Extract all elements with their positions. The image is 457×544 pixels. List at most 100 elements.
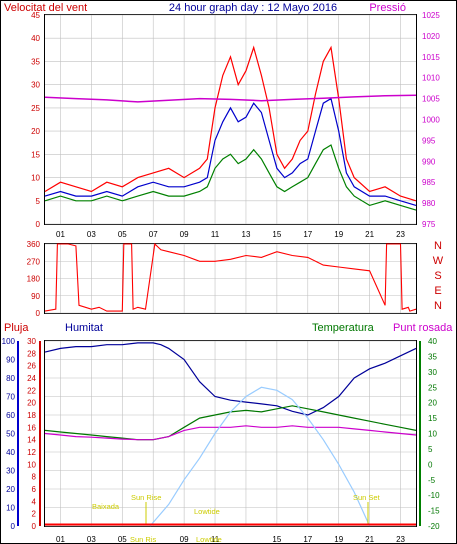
x-tick-wind-15: 15: [272, 230, 281, 239]
x-tick-hum-23: 23: [396, 535, 405, 544]
y-tick-pressure-985: 985: [422, 178, 436, 187]
annotation-lowtide-axis: Lowtide: [196, 535, 222, 544]
y-tick-temp-5: 5: [428, 445, 433, 454]
grid-layer: [45, 14, 416, 527]
y-tick-pressure-1005: 1005: [422, 95, 440, 104]
series-layer: [44, 45, 417, 527]
x-tick-wind-03: 03: [87, 230, 96, 239]
wind-panel-frame: [44, 14, 417, 225]
x-tick-hum-05: 05: [118, 535, 127, 544]
wind-series-0: [44, 45, 417, 202]
compass-label-1: W: [433, 255, 444, 267]
y-tick-temp-40: 40: [428, 337, 437, 346]
y-tick-hum-90: 90: [6, 356, 15, 365]
y-tick-rain-28: 28: [27, 349, 36, 358]
x-tick-wind-13: 13: [242, 230, 251, 239]
wind-series-3: [44, 94, 417, 103]
x-tick-wind-17: 17: [303, 230, 312, 239]
y-tick-pressure-1015: 1015: [422, 53, 440, 62]
wind-series-1: [44, 97, 417, 206]
y-tick-pressure-1010: 1010: [422, 74, 440, 83]
y-tick-rain-24: 24: [27, 374, 36, 383]
x-tick-wind-23: 23: [396, 230, 405, 239]
y-tick-temp-35: 35: [428, 352, 437, 361]
y-tick-hum-70: 70: [6, 393, 15, 402]
humidity-label: Humitat: [65, 322, 103, 334]
graph-title: 24 hour graph day : 12 Mayo 2016: [169, 2, 337, 14]
y-tick-dir-180: 180: [27, 275, 41, 284]
x-tick-hum-15: 15: [272, 535, 281, 544]
y-tick-rain-6: 6: [32, 485, 37, 494]
direction-series-0: [44, 242, 417, 312]
x-tick-hum-01: 01: [56, 535, 65, 544]
y-tick-rain-12: 12: [27, 448, 36, 457]
y-tick-rain-30: 30: [27, 337, 36, 346]
compass-label-0: N: [434, 240, 442, 252]
y-tick-wind-10: 10: [31, 174, 40, 183]
temperature-label: Temperatura: [312, 322, 375, 334]
x-tick-wind-09: 09: [180, 230, 189, 239]
compass-label-3: E: [434, 285, 441, 297]
y-tick-rain-4: 4: [32, 497, 37, 506]
x-tick-hum-19: 19: [334, 535, 343, 544]
x-tick-hum-17: 17: [303, 535, 312, 544]
y-tick-wind-40: 40: [31, 34, 40, 43]
y-tick-rain-20: 20: [27, 399, 36, 408]
x-tick-wind-11: 11: [211, 230, 220, 239]
direction-panel-frame: [44, 243, 417, 314]
y-tick-pressure-980: 980: [422, 199, 436, 208]
y-tick-hum-20: 20: [6, 485, 15, 494]
pressure-axis-label: Pressió: [369, 2, 406, 14]
x-tick-wind-01: 01: [56, 230, 65, 239]
y-tick-temp--15: -15: [428, 507, 440, 516]
x-tick-hum-21: 21: [365, 535, 374, 544]
dewpoint-label: Punt rosada: [393, 322, 453, 334]
y-tick-pressure-990: 990: [422, 157, 436, 166]
y-tick-wind-30: 30: [31, 81, 40, 90]
y-tick-rain-26: 26: [27, 362, 36, 371]
y-tick-rain-14: 14: [27, 436, 36, 445]
rain-label: Pluja: [4, 322, 29, 334]
compass-label-4: N: [434, 300, 442, 312]
x-tick-wind-21: 21: [365, 230, 374, 239]
y-tick-rain-22: 22: [27, 386, 36, 395]
y-tick-wind-0: 0: [36, 220, 41, 229]
y-tick-hum-0: 0: [11, 522, 16, 531]
annotation-sunset: Sun Set: [353, 493, 381, 502]
y-tick-hum-10: 10: [6, 504, 15, 513]
x-tick-wind-05: 05: [118, 230, 127, 239]
wind-axis-label: Velocitat del vent: [4, 2, 87, 14]
y-tick-hum-30: 30: [6, 467, 15, 476]
x-tick-wind-19: 19: [334, 230, 343, 239]
y-tick-wind-15: 15: [31, 150, 40, 159]
y-tick-wind-35: 35: [31, 57, 40, 66]
y-tick-hum-60: 60: [6, 411, 15, 420]
y-tick-hum-80: 80: [6, 374, 15, 383]
compass-label-2: S: [434, 270, 441, 282]
y-tick-pressure-1020: 1020: [422, 32, 440, 41]
y-tick-pressure-1025: 1025: [422, 11, 440, 20]
y-tick-rain-18: 18: [27, 411, 36, 420]
y-tick-wind-5: 5: [36, 197, 41, 206]
y-tick-hum-50: 50: [6, 430, 15, 439]
y-tick-temp-20: 20: [428, 399, 437, 408]
y-tick-dir-360: 360: [27, 240, 41, 249]
y-tick-wind-45: 45: [31, 11, 40, 20]
y-tick-pressure-1000: 1000: [422, 116, 440, 125]
y-tick-temp-15: 15: [428, 414, 437, 423]
y-tick-wind-20: 20: [31, 127, 40, 136]
x-tick-hum-03: 03: [87, 535, 96, 544]
wind-series-2: [44, 144, 417, 211]
x-tick-wind-07: 07: [149, 230, 158, 239]
y-tick-hum-100: 100: [2, 337, 16, 346]
y-tick-temp-30: 30: [428, 368, 437, 377]
y-tick-temp--10: -10: [428, 491, 440, 500]
hum-series-2: [44, 425, 417, 441]
y-tick-rain-10: 10: [27, 460, 36, 469]
y-tick-temp--20: -20: [428, 522, 440, 531]
y-tick-wind-25: 25: [31, 104, 40, 113]
y-tick-rain-2: 2: [32, 510, 37, 519]
